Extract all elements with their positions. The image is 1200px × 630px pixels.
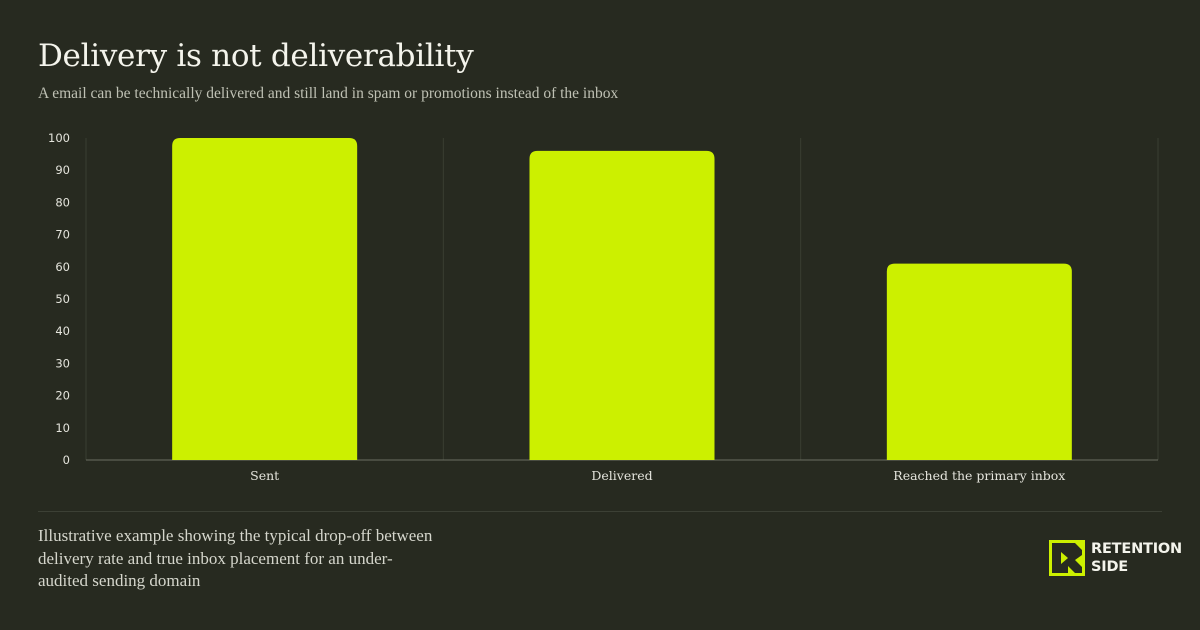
page-subtitle: A email can be technically delivered and… xyxy=(38,85,619,102)
bar-2 xyxy=(529,150,715,460)
y-tick-label: 0 xyxy=(63,453,70,467)
bar-chart: 0 10 20 30 40 50 60 70 80 90 100 Sent Delivered Reach… xyxy=(48,131,1159,483)
y-tick-label: 90 xyxy=(55,163,70,177)
retention-side-logo-icon xyxy=(1049,540,1085,576)
y-tick-label: 80 xyxy=(55,195,70,209)
brand-line-2: SIDE xyxy=(1091,559,1128,575)
x-tick-label: Sent xyxy=(250,468,279,483)
y-tick-label: 70 xyxy=(55,228,70,242)
y-tick-label: 30 xyxy=(55,356,70,370)
y-tick-label: 40 xyxy=(55,324,70,338)
chart-footnote: Illustrative example showing the typical… xyxy=(38,526,433,590)
bar-1 xyxy=(172,138,358,460)
page-title: Delivery is not deliverability xyxy=(38,38,474,74)
x-tick-label: Reached the primary inbox xyxy=(893,468,1065,483)
brand-logo: RETENTION SIDE xyxy=(1049,540,1182,576)
y-tick-label: 60 xyxy=(55,260,70,274)
y-tick-label: 100 xyxy=(48,131,70,145)
x-tick-label: Delivered xyxy=(591,468,652,483)
bar-3 xyxy=(886,263,1072,460)
y-tick-label: 10 xyxy=(55,421,70,435)
brand-line-1: RETENTION xyxy=(1091,541,1182,557)
footer-divider xyxy=(38,511,1162,512)
y-tick-label: 50 xyxy=(55,292,70,306)
y-tick-label: 20 xyxy=(55,389,70,403)
